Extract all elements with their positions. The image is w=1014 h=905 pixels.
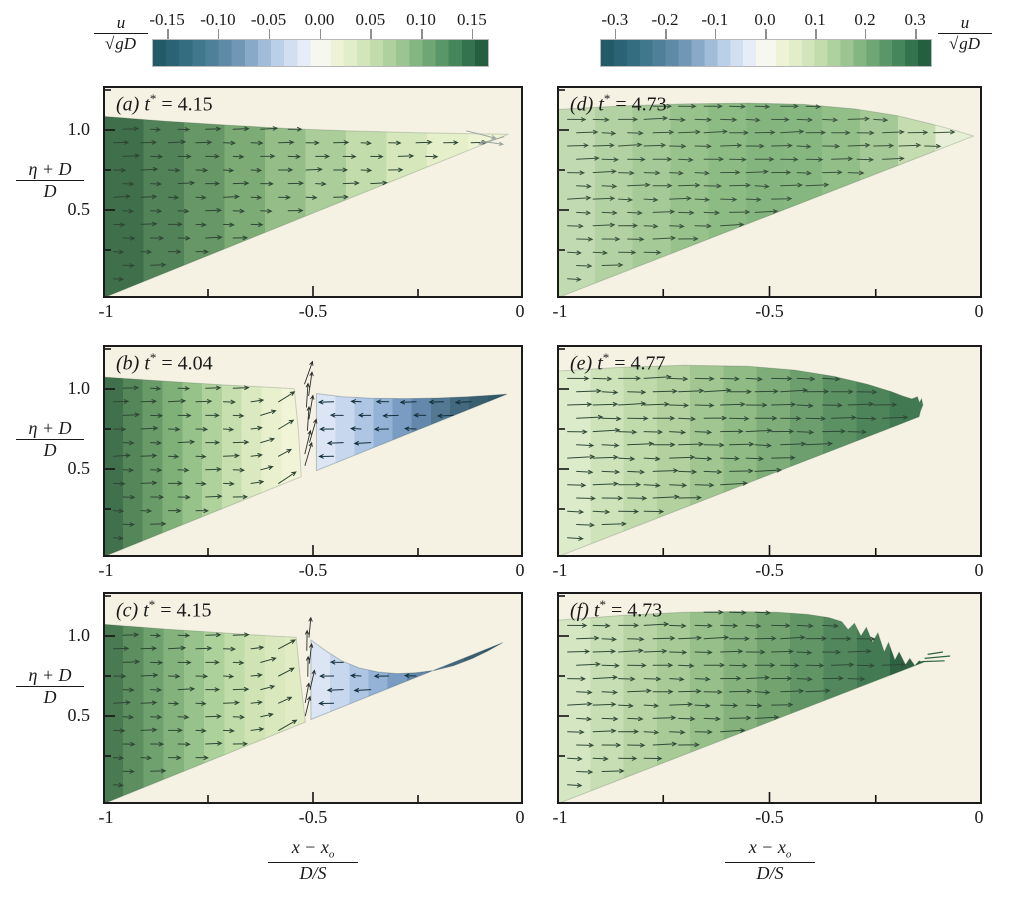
y-axis-label-row1: η + D D — [16, 159, 84, 202]
panel-f-title: (f) t* = 4.73 — [570, 597, 663, 622]
colorbar-left-label: u √gD — [94, 13, 148, 54]
x-tick-label: -0.5 — [755, 807, 784, 827]
panel-d-plot — [557, 86, 982, 298]
x-tick-label: 0 — [515, 560, 525, 580]
panel-c-plot — [103, 592, 523, 804]
cbar-tick-label: 0.00 — [304, 10, 335, 29]
x-tick-label: -0.5 — [298, 560, 328, 580]
cbar-tick-mark — [319, 29, 321, 42]
colorbar-right — [600, 39, 932, 67]
colorbar-left-label-num: u — [94, 13, 148, 35]
panel-e-title: (e) t* = 4.77 — [570, 350, 666, 375]
x-tick-label: -1 — [98, 807, 114, 827]
cbar-tick-mark — [471, 29, 474, 42]
sqrt-symbol: √ — [104, 34, 115, 54]
cbar-tick-label: -0.2 — [651, 10, 679, 29]
y-tick-1.0-row2: 1.0 — [67, 378, 91, 398]
cbar-tick-label: 0.3 — [904, 10, 926, 29]
y-tick-0.5-row3: 0.5 — [67, 705, 91, 725]
colorbar-left-ticks: -0.15 -0.10 -0.05 0.00 0.05 0.10 0.15 — [149, 10, 487, 44]
panel-a: (a) t* = 4.15 -1 -0.5 0 — [99, 86, 525, 321]
x-tick-label: -1 — [552, 807, 568, 827]
cbar-tick-label: 0.1 — [804, 10, 826, 29]
cbar-tick-mark — [421, 29, 423, 42]
colorbar-right-ticks: -0.3 -0.2 -0.1 0.0 0.1 0.2 0.3 — [600, 10, 930, 44]
cbar-tick-mark — [915, 29, 917, 42]
panel-d: (d) t* = 4.73 -1 -0.5 0 — [553, 86, 984, 321]
x-tick-label: -1 — [98, 560, 114, 580]
x-tick-label: -0.5 — [755, 560, 784, 580]
x-tick-label: 0 — [974, 807, 984, 827]
cbar-tick-label: -0.1 — [701, 10, 729, 29]
cbar-tick-label: 0.0 — [754, 10, 776, 29]
cbar-tick-label: -0.10 — [200, 10, 236, 29]
cbar-tick-label: 0.05 — [355, 10, 386, 29]
cbar-tick-mark — [614, 29, 617, 42]
panel-e: (e) t* = 4.77 -1 -0.5 0 — [553, 345, 984, 580]
y-tick-1.0-row3: 1.0 — [67, 625, 91, 645]
cbar-tick-mark — [714, 29, 717, 42]
y-axis-label-row2: η + D D — [16, 418, 84, 461]
cbar-tick-mark — [370, 29, 372, 42]
panel-a-plot — [103, 86, 523, 298]
cbar-tick-mark — [765, 29, 767, 42]
panel-d-title: (d) t* = 4.73 — [570, 91, 667, 116]
x-tick-label: -1 — [98, 301, 114, 321]
panel-f-plot — [557, 592, 982, 804]
cbar-tick-label: 0.15 — [457, 10, 487, 29]
x-tick-label: -0.5 — [298, 301, 328, 321]
cbar-tick-label: -0.3 — [601, 10, 629, 29]
x-axis-label-left: x − xo D/S — [268, 837, 358, 884]
cbar-tick-mark — [167, 29, 169, 42]
sqrt-symbol: √ — [948, 34, 959, 54]
y-tick-0.5-row2: 0.5 — [67, 458, 91, 478]
colorbar-right-label: u √gD — [938, 13, 992, 54]
colorbar-right-label-num: u — [938, 13, 992, 35]
cbar-tick-mark — [217, 29, 220, 42]
panel-b: (b) t* = 4.04 -1 -0.5 0 — [99, 345, 525, 580]
cbar-tick-mark — [864, 29, 867, 42]
panel-c-title: (c) t* = 4.15 — [116, 597, 212, 622]
cbar-tick-label: 0.10 — [406, 10, 436, 29]
panel-c: (c) t* = 4.15 -1 -0.5 0 — [99, 592, 525, 827]
x-axis-label-right: x − xo D/S — [725, 837, 815, 884]
cbar-tick-mark — [665, 29, 667, 42]
panel-f: (f) t* = 4.73 -1 -0.5 0 — [553, 592, 984, 827]
cbar-tick-label: 0.2 — [854, 10, 876, 29]
cbar-tick-mark — [815, 29, 817, 42]
panel-b-plot — [103, 345, 523, 557]
colorbar-left-label-den: gD — [114, 33, 138, 54]
y-tick-1.0-row1: 1.0 — [67, 119, 91, 139]
x-tick-label: 0 — [515, 807, 525, 827]
panel-e-plot — [557, 345, 982, 557]
x-tick-label: -0.5 — [298, 807, 328, 827]
y-axis-label-row3: η + D D — [16, 665, 84, 708]
x-tick-label: -1 — [552, 560, 568, 580]
panel-b-title: (b) t* = 4.04 — [116, 350, 213, 375]
x-tick-label: 0 — [974, 301, 984, 321]
x-tick-label: -0.5 — [755, 301, 784, 321]
cbar-tick-label: -0.15 — [149, 10, 185, 29]
cbar-tick-label: -0.05 — [250, 10, 287, 29]
x-tick-label: 0 — [974, 560, 984, 580]
colorbar-left — [152, 39, 489, 67]
cbar-tick-mark — [268, 29, 271, 42]
colorbar-right-label-den: gD — [958, 33, 982, 54]
y-tick-0.5-row1: 0.5 — [67, 199, 91, 219]
panel-a-title: (a) t* = 4.15 — [116, 91, 213, 116]
x-tick-label: 0 — [515, 301, 525, 321]
x-tick-label: -1 — [552, 301, 568, 321]
